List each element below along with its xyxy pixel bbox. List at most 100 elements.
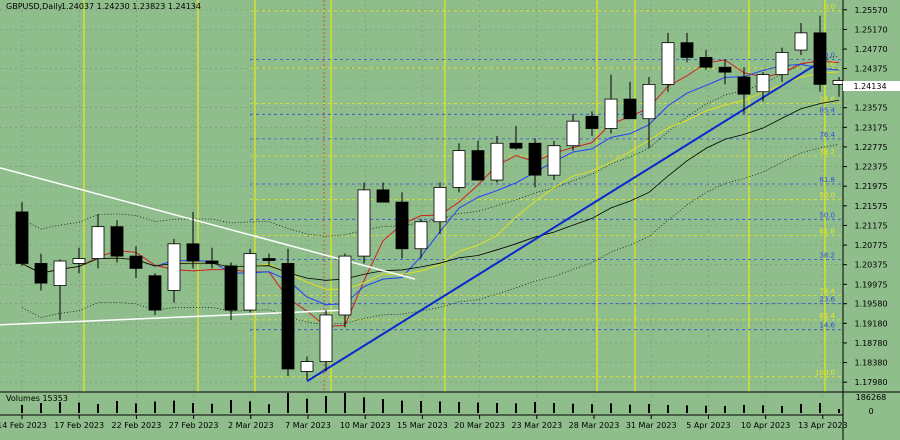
candle-body bbox=[205, 260, 219, 264]
candle-body bbox=[300, 361, 314, 372]
candle-body bbox=[53, 260, 67, 286]
candle-body bbox=[528, 142, 542, 176]
volume-bars bbox=[21, 393, 840, 413]
fib-level-label: 38.2 bbox=[819, 252, 835, 260]
date-tick-label: 10 Apr 2023 bbox=[741, 421, 790, 430]
price-tick-label: 1.21175 bbox=[854, 221, 887, 230]
candle bbox=[414, 219, 428, 259]
candle-body bbox=[319, 314, 333, 362]
candle-body bbox=[110, 226, 124, 257]
candle bbox=[281, 248, 295, 377]
candle-body bbox=[414, 221, 428, 250]
fib-level-label: 23.6 bbox=[819, 296, 835, 304]
candle-body bbox=[585, 115, 599, 129]
candle-body bbox=[243, 253, 257, 311]
candle-body bbox=[376, 189, 390, 203]
candle bbox=[490, 135, 504, 183]
candle bbox=[756, 72, 770, 102]
header-symbol: GBPUSD,Daily bbox=[6, 2, 63, 11]
candle bbox=[661, 32, 675, 92]
date-tick-label: 17 Feb 2023 bbox=[54, 421, 104, 430]
fib-level-label: 61.8 bbox=[819, 176, 835, 184]
price-tick-label: 1.22375 bbox=[854, 163, 887, 172]
candle bbox=[813, 15, 827, 92]
price-tick-label: 1.20375 bbox=[854, 261, 887, 270]
candle bbox=[737, 67, 751, 114]
fib-level-label: 14.6 bbox=[819, 322, 835, 330]
candle bbox=[338, 253, 352, 328]
candle bbox=[376, 182, 390, 203]
candle bbox=[699, 50, 713, 70]
candle-body bbox=[167, 243, 181, 291]
candle-body bbox=[34, 263, 48, 284]
price-axis-panel bbox=[843, 0, 900, 440]
date-tick-label: 2 Mar 2023 bbox=[228, 421, 274, 430]
date-tick-label: 23 Mar 2023 bbox=[511, 421, 562, 430]
date-tick-label: 7 Mar 2023 bbox=[285, 421, 331, 430]
date-tick-label: 14 Feb 2023 bbox=[0, 421, 47, 430]
fib-level-label: 85.4 bbox=[819, 312, 835, 320]
candle-body bbox=[471, 150, 485, 181]
price-tick-label: 1.25170 bbox=[854, 25, 887, 34]
candle-body bbox=[604, 98, 618, 129]
candle-body bbox=[148, 275, 162, 311]
fib-level-label: 38.2 bbox=[819, 148, 835, 156]
fib-level-label: 76.4 bbox=[819, 287, 835, 295]
cycle-vertical-lines bbox=[83, 0, 826, 392]
candle bbox=[395, 192, 409, 259]
price-tick-label: 1.25570 bbox=[854, 6, 887, 15]
candle bbox=[718, 59, 732, 85]
date-tick-label: 13 Apr 2023 bbox=[798, 421, 847, 430]
candle-body bbox=[547, 145, 561, 176]
candle bbox=[794, 23, 808, 55]
candle-body bbox=[72, 258, 86, 264]
candle bbox=[167, 238, 181, 303]
candle bbox=[547, 140, 561, 181]
candle bbox=[148, 273, 162, 315]
candle-body bbox=[794, 32, 808, 51]
candle bbox=[110, 220, 124, 263]
price-axis: 1.255701.251701.247701.243751.239751.235… bbox=[843, 6, 888, 387]
candle-body bbox=[91, 226, 105, 259]
fib-level-label: 50.0 bbox=[819, 192, 835, 200]
fib-level-label: 61.8 bbox=[819, 227, 835, 235]
price-tick-label: 1.23575 bbox=[854, 104, 887, 113]
candle-body bbox=[338, 255, 352, 316]
candle bbox=[300, 356, 314, 380]
candle bbox=[205, 247, 219, 269]
price-tick-label: 1.21975 bbox=[854, 182, 887, 191]
candle bbox=[72, 247, 86, 274]
date-tick-label: 22 Feb 2023 bbox=[112, 421, 162, 430]
candle-body bbox=[756, 74, 770, 93]
candle bbox=[243, 248, 257, 313]
candle-body bbox=[281, 263, 295, 370]
candlesticks bbox=[15, 15, 846, 380]
candle bbox=[452, 143, 466, 193]
price-tick-label: 1.19580 bbox=[854, 300, 887, 309]
candle-body bbox=[357, 189, 371, 257]
candle-body bbox=[775, 52, 789, 75]
volume-axis-max: 186268 bbox=[856, 393, 887, 402]
candle-body bbox=[680, 42, 694, 58]
candle bbox=[224, 262, 238, 320]
candle-body bbox=[642, 83, 656, 120]
grid-lines bbox=[0, 0, 843, 415]
fib-level-label: 0.0 bbox=[824, 3, 835, 11]
price-tick-label: 1.19975 bbox=[854, 280, 887, 289]
ma-line-trend bbox=[21, 99, 840, 281]
price-tick-label: 1.21575 bbox=[854, 202, 887, 211]
price-tick-label: 1.18780 bbox=[854, 339, 887, 348]
envelope-upper bbox=[21, 55, 840, 237]
candle bbox=[91, 214, 105, 269]
candle bbox=[585, 111, 599, 136]
candle-body bbox=[224, 265, 238, 311]
candle bbox=[642, 77, 656, 149]
candle bbox=[15, 202, 29, 266]
candle bbox=[471, 140, 485, 181]
fib-level-label: 76.4 bbox=[819, 131, 835, 139]
price-tick-label: 1.18380 bbox=[854, 359, 887, 368]
candle-body bbox=[699, 57, 713, 68]
price-tick-label: 1.20775 bbox=[854, 241, 887, 250]
date-tick-label: 27 Feb 2023 bbox=[169, 421, 219, 430]
